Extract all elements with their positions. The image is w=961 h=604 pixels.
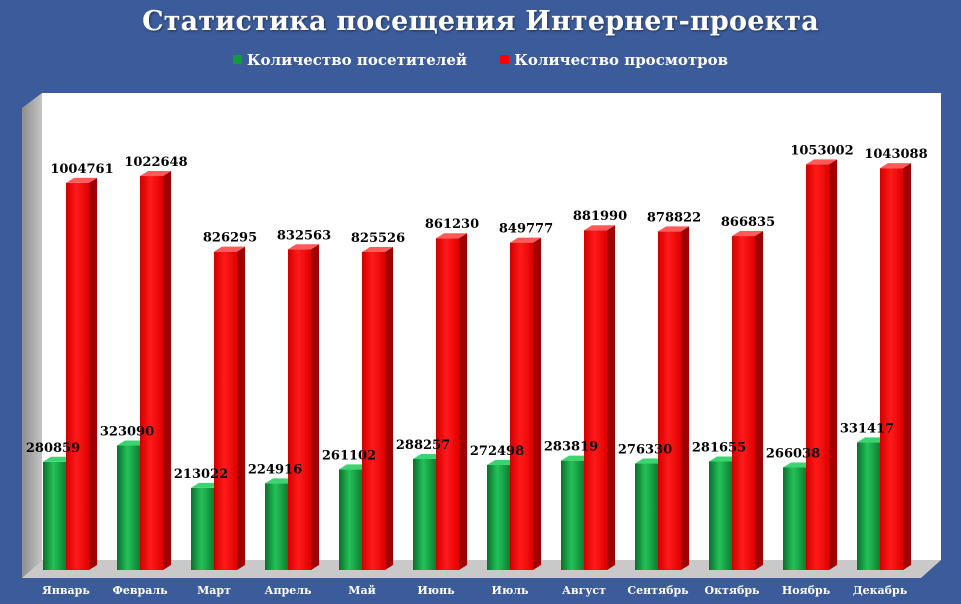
bar-side-views-4 [385, 246, 393, 571]
bar-top-views-11 [880, 163, 911, 169]
bar-top-views-6 [510, 237, 541, 243]
bar-side-views-8 [681, 226, 689, 570]
value-label-visitors-2: 213022 [174, 467, 228, 482]
bar-side-views-3 [311, 244, 319, 570]
bar-top-views-8 [658, 226, 689, 232]
bar-views-2 [214, 251, 237, 571]
value-label-views-3: 832563 [277, 228, 331, 243]
value-label-visitors-9: 281655 [692, 440, 746, 455]
bar-top-views-10 [806, 159, 837, 165]
value-label-views-4: 825526 [351, 231, 405, 246]
bar-visitors-3 [265, 483, 288, 570]
legend-swatch-visitors [232, 55, 242, 64]
category-label-8: Сентябрь [627, 584, 689, 597]
bar-views-1 [140, 176, 163, 570]
category-label-5: Июнь [417, 584, 455, 597]
bar-visitors-0 [43, 461, 66, 570]
plot-side-wall [22, 93, 42, 578]
bar-views-0 [66, 182, 89, 571]
value-label-views-10: 1053002 [790, 143, 853, 158]
bar-side-views-2 [237, 246, 245, 571]
value-label-visitors-10: 266038 [766, 447, 820, 462]
bar-top-views-9 [732, 231, 763, 237]
bar-visitors-9 [709, 461, 732, 570]
category-label-9: Октябрь [705, 584, 760, 597]
bar-views-9 [732, 236, 755, 571]
bar-views-8 [658, 231, 681, 570]
category-label-10: Ноябрь [782, 584, 831, 597]
legend-label-views: Количество просмотров [514, 51, 729, 69]
bar-side-views-1 [163, 171, 171, 570]
bar-views-6 [510, 242, 533, 570]
bar-views-7 [584, 230, 607, 570]
value-label-visitors-8: 276330 [618, 443, 672, 458]
category-label-6: Июль [492, 584, 529, 597]
bar-top-views-7 [584, 225, 615, 231]
value-label-views-0: 1004761 [50, 162, 113, 177]
bar-views-3 [288, 249, 311, 570]
bar-top-views-5 [436, 233, 467, 239]
legend-item-visitors: Количество посетителей [232, 51, 468, 69]
bar-views-5 [436, 238, 459, 571]
value-label-views-8: 878822 [647, 210, 701, 225]
value-label-visitors-3: 224916 [248, 462, 302, 477]
bar-visitors-4 [339, 469, 362, 570]
bar-visitors-11 [857, 442, 880, 570]
bar-side-views-10 [829, 159, 837, 570]
value-label-views-11: 1043088 [864, 147, 927, 162]
value-label-views-9: 866835 [721, 215, 775, 230]
value-label-visitors-7: 283819 [544, 440, 598, 455]
bar-top-views-0 [66, 177, 97, 183]
chart-title: Статистика посещения Интернет-проекта [142, 6, 819, 37]
value-label-visitors-0: 280859 [26, 441, 80, 456]
bar-top-views-1 [140, 171, 171, 177]
value-label-visitors-11: 331417 [840, 421, 894, 436]
value-label-views-7: 881990 [573, 209, 627, 224]
legend-label-visitors: Количество посетителей [246, 51, 468, 69]
bar-side-views-6 [533, 237, 541, 570]
bar-visitors-6 [487, 465, 510, 570]
bar-top-views-4 [362, 246, 393, 252]
bar-side-views-0 [89, 177, 97, 571]
bar-views-10 [806, 164, 829, 570]
bar-side-views-7 [607, 225, 615, 570]
value-label-views-6: 849777 [499, 222, 553, 237]
bar-side-views-9 [755, 231, 763, 571]
category-label-0: Январь [42, 584, 90, 597]
bar-visitors-8 [635, 463, 658, 570]
bar-visitors-1 [117, 445, 140, 570]
value-label-visitors-5: 288257 [396, 438, 450, 453]
category-label-2: Март [197, 584, 231, 597]
value-label-views-2: 826295 [203, 231, 257, 246]
bar-side-views-5 [459, 233, 467, 571]
bar-visitors-5 [413, 458, 436, 570]
bar-views-4 [362, 251, 385, 571]
bar-visitors-10 [783, 467, 806, 570]
category-label-3: Апрель [265, 584, 312, 597]
bar-views-11 [880, 168, 903, 571]
legend-item-views: Количество просмотров [500, 51, 728, 69]
value-label-views-1: 1022648 [124, 155, 187, 170]
value-label-visitors-4: 261102 [322, 448, 376, 463]
category-label-7: Август [562, 584, 606, 597]
bar-top-views-3 [288, 244, 319, 250]
category-label-4: Май [348, 584, 375, 597]
plot-back-wall [42, 93, 941, 560]
value-label-visitors-1: 323090 [100, 425, 154, 440]
value-label-visitors-6: 272498 [470, 444, 524, 459]
bar-top-views-2 [214, 246, 245, 252]
value-label-views-5: 861230 [425, 217, 479, 232]
bar-visitors-2 [191, 487, 214, 570]
legend-swatch-views [500, 55, 510, 64]
category-label-11: Декабрь [853, 584, 908, 597]
legend: Количество посетителей Количество просмо… [0, 51, 961, 69]
bar-visitors-7 [561, 460, 584, 570]
bar-side-views-11 [903, 163, 911, 571]
category-label-1: Февраль [112, 584, 168, 597]
